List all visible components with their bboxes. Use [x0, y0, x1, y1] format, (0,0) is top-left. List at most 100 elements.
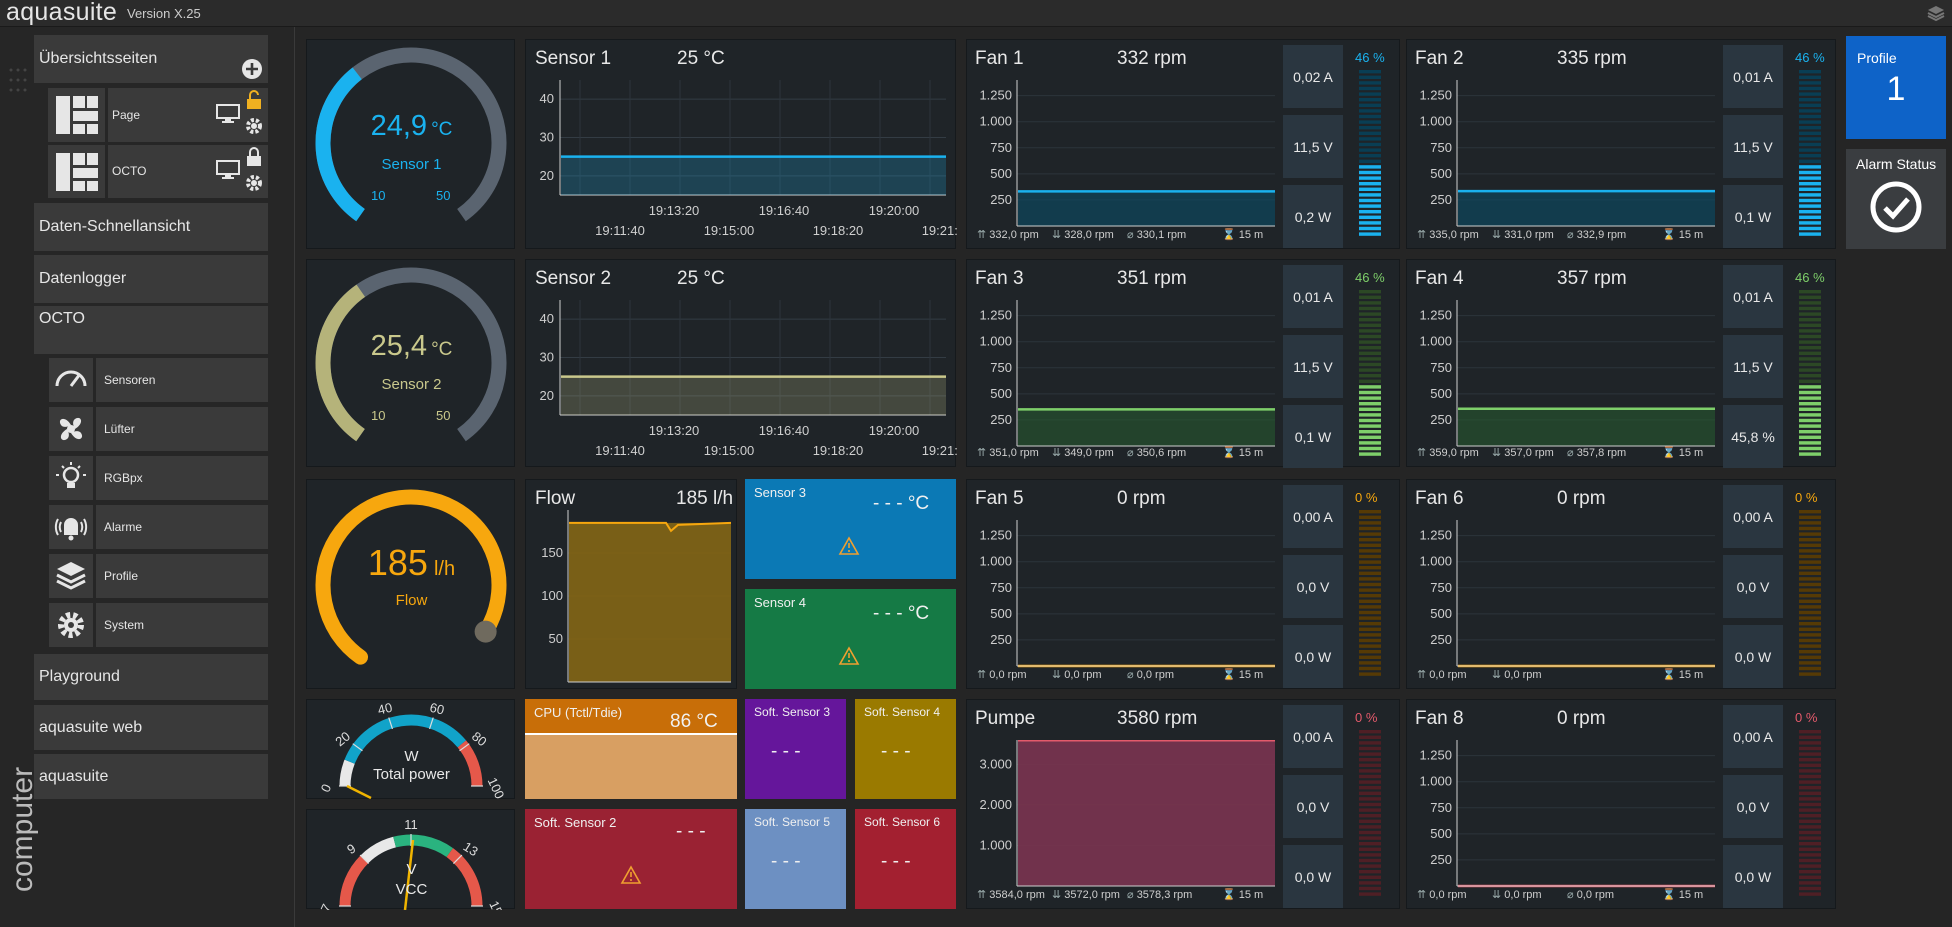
sidebar-page-item[interactable]: OCTO: [108, 145, 268, 198]
level-segment: [1799, 295, 1821, 299]
level-segment: [1799, 622, 1821, 626]
sidebar-overview-label: Übersichtsseiten: [39, 50, 158, 67]
level-segment: [1359, 566, 1381, 570]
soft-sensor4-tile[interactable]: Soft. Sensor 4 - - -: [855, 699, 956, 799]
level-segment: [1799, 864, 1821, 868]
alarm-status-tile[interactable]: Alarm Status: [1846, 149, 1946, 249]
y-tick-label: 1.000: [1419, 774, 1452, 789]
y-tick-label: 250: [1430, 412, 1452, 427]
fan-title: Fan 5: [975, 488, 1024, 509]
profile-tile[interactable]: Profile 1: [1846, 36, 1946, 139]
layers-icon[interactable]: [49, 554, 93, 598]
page-layout-icon[interactable]: [48, 88, 105, 142]
level-segment: [1359, 746, 1381, 751]
monitor-icon[interactable]: [216, 104, 240, 124]
gear-icon[interactable]: [49, 603, 93, 647]
level-segment: [1799, 836, 1821, 840]
soft-sensor5-tile[interactable]: Soft. Sensor 5 - - -: [745, 809, 846, 909]
fan1-panel: Fan 1 332 rpm 0,02 A 11,5 V 0,2 W 46 % 1.250 1.…: [966, 39, 1400, 249]
fan-icon[interactable]: [49, 407, 93, 451]
level-segment: [1799, 847, 1821, 851]
sidebar-item-gear[interactable]: System: [96, 603, 268, 647]
level-segment: [1799, 290, 1821, 294]
gauge-tick-label: 15: [486, 898, 506, 910]
sensor2-gauge-max: 50: [436, 408, 451, 423]
add-page-icon[interactable]: [241, 58, 263, 80]
y-tick-label: 1.000: [979, 837, 1012, 852]
soft-sensor3-tile[interactable]: Soft. Sensor 3 - - -: [745, 699, 846, 799]
series-area: [561, 376, 946, 415]
sidebar-item-gauge[interactable]: Sensoren: [96, 358, 268, 402]
level-segment: [1359, 847, 1381, 851]
soft-sensor6-value: - - -: [881, 851, 911, 872]
sidebar-aquasuite[interactable]: aquasuite: [34, 754, 268, 799]
stat-symbol: ⌛: [1222, 229, 1239, 241]
level-segment: [1799, 92, 1821, 96]
cpu-tile[interactable]: CPU (Tctl/Tdie) 86 °C: [525, 699, 737, 799]
settings-gear-icon[interactable]: [244, 173, 264, 193]
level-segment: [1359, 577, 1381, 581]
x-tick-label: 19:16:40: [759, 203, 810, 218]
soft-sensor6-tile[interactable]: Soft. Sensor 6 - - -: [855, 809, 956, 909]
rpm-area: [1018, 409, 1275, 446]
sensor1-chart-title: Sensor 1: [535, 48, 612, 69]
alarm-bell-icon[interactable]: [49, 505, 93, 549]
sidebar-item-alarm-bell[interactable]: Alarme: [96, 505, 268, 549]
flow-chart-panel: Flow 185 l/h 150 100 50: [525, 479, 737, 689]
level-segment: [1359, 154, 1381, 158]
sidebar-playground[interactable]: Playground: [34, 654, 268, 700]
sidebar-item-lightbulb[interactable]: RGBpx: [96, 456, 268, 500]
sidebar-datalogger[interactable]: Datenlogger: [34, 255, 268, 303]
y-tick-label: 750: [1430, 800, 1452, 815]
unlocked-icon[interactable]: [245, 90, 263, 110]
gauge-tick-label: 80: [469, 729, 490, 750]
gauge-segment: [339, 855, 369, 907]
level-segment: [1359, 758, 1381, 762]
fan-title: Fan 1: [975, 48, 1024, 69]
lightbulb-icon[interactable]: [49, 456, 93, 500]
sidebar-aquasuite-web[interactable]: aquasuite web: [34, 705, 268, 750]
level-segment: [1359, 418, 1381, 423]
sidebar-device-octo[interactable]: OCTO: [34, 306, 268, 354]
sidebar-item-fan[interactable]: Lüfter: [96, 407, 268, 451]
x-tick-label: 19:20:00: [869, 203, 920, 218]
page-layout-icon[interactable]: [48, 145, 105, 198]
stat-value: 328,0 rpm: [1064, 229, 1114, 241]
sensor3-tile[interactable]: Sensor 3 - - - °C: [745, 479, 956, 579]
gauge-icon[interactable]: [49, 358, 93, 402]
stat-symbol: ⇈: [977, 447, 990, 459]
sensor4-value: - - - °C: [873, 603, 930, 624]
sensor1-chart-value: 25 °C: [677, 48, 725, 69]
soft-sensor2-tile[interactable]: Soft. Sensor 2 - - -: [525, 809, 737, 909]
sensor1-gauge-min: 10: [371, 188, 386, 203]
fan-stat-min: ⇊ 3572,0 rpm: [1052, 888, 1120, 901]
settings-gear-icon[interactable]: [244, 116, 264, 136]
y-tick-label: 1.000: [979, 554, 1012, 569]
stat-value: 0,0 rpm: [1429, 889, 1467, 901]
layers-icon[interactable]: [1926, 3, 1946, 23]
page-item-label: Page: [112, 108, 141, 122]
fan-rpm: 3580 rpm: [1117, 708, 1198, 729]
lock-icon[interactable]: [245, 147, 263, 167]
level-segment: [1359, 435, 1381, 439]
fan-stat-avg: ⌀ 0,0 rpm: [1567, 888, 1614, 901]
sidebar-page-item[interactable]: Page: [108, 88, 268, 142]
level-segment: [1799, 638, 1821, 643]
sensor4-tile[interactable]: Sensor 4 - - - °C: [745, 589, 956, 689]
level-segment: [1359, 334, 1381, 339]
sidebar-overview[interactable]: Übersichtsseiten: [34, 35, 268, 83]
level-segment: [1359, 193, 1381, 197]
fan-percent: 46 %: [1795, 270, 1825, 285]
x-tick-label: 19:15:00: [704, 443, 755, 458]
monitor-icon[interactable]: [216, 160, 240, 180]
fan-power-box: 0,1 W: [1723, 185, 1783, 248]
level-segment: [1359, 797, 1381, 801]
sidebar-item-layers[interactable]: Profile: [96, 554, 268, 598]
fan-stat-max: ⇈ 335,0 rpm: [1417, 228, 1479, 241]
sensor2-value: 25,4: [370, 330, 428, 362]
y-tick-label: 1.250: [1419, 528, 1452, 543]
title-bar: [0, 0, 1952, 27]
fan-percent: 0 %: [1355, 490, 1378, 505]
fan8-panel: Fan 8 0 rpm 0,00 A 0,0 V 0,0 W 0 % 1.250 1.000 7…: [1406, 699, 1836, 909]
sidebar-quickview[interactable]: Daten-Schnellansicht: [34, 203, 268, 251]
